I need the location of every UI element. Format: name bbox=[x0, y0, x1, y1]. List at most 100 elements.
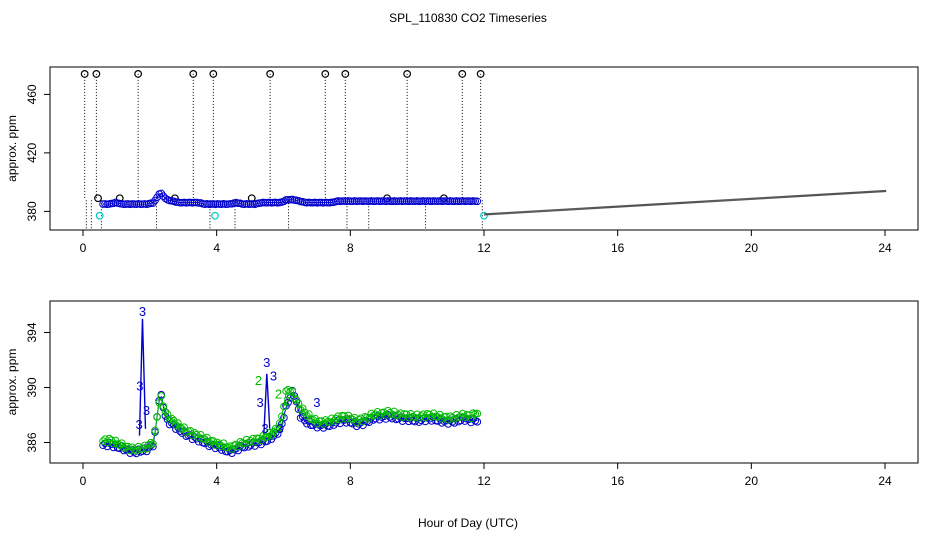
trend-point bbox=[605, 206, 607, 209]
trend-point bbox=[786, 195, 788, 198]
trend-point bbox=[727, 199, 729, 202]
trend-point bbox=[625, 205, 627, 208]
trend-point bbox=[790, 195, 792, 198]
trend-point bbox=[668, 202, 670, 205]
trend-point bbox=[746, 197, 748, 201]
trend-point bbox=[670, 202, 672, 205]
x-tick-label: 20 bbox=[745, 241, 759, 255]
trend-point bbox=[711, 200, 713, 203]
trend-point bbox=[589, 207, 591, 210]
trend-point bbox=[702, 200, 704, 203]
trend-point bbox=[714, 199, 716, 203]
trend-point bbox=[829, 193, 832, 196]
trend-point bbox=[762, 197, 764, 200]
trend-point bbox=[677, 202, 679, 205]
trend-point bbox=[756, 197, 758, 200]
trend-point bbox=[607, 206, 609, 209]
point-annotation: 2 bbox=[255, 373, 262, 388]
trend-point bbox=[643, 204, 645, 207]
point-annotation: 2 bbox=[283, 393, 290, 408]
trend-point bbox=[778, 196, 780, 199]
trend-point bbox=[494, 212, 496, 215]
trend-point bbox=[640, 204, 642, 207]
trend-point bbox=[590, 207, 592, 210]
trend-point bbox=[664, 202, 666, 205]
trend-point bbox=[697, 200, 699, 204]
trend-point bbox=[780, 195, 782, 199]
trend-point bbox=[874, 190, 877, 193]
trend-point bbox=[546, 209, 548, 212]
trend-point bbox=[549, 209, 551, 212]
trend-point bbox=[810, 194, 813, 197]
trend-point bbox=[530, 210, 532, 213]
trend-point bbox=[732, 198, 734, 201]
data-point bbox=[219, 439, 228, 448]
x-tick-label: 12 bbox=[477, 241, 491, 255]
trend-point bbox=[533, 210, 535, 213]
data-point bbox=[480, 211, 488, 220]
trend-point bbox=[869, 190, 872, 193]
data-point bbox=[99, 437, 107, 445]
trend-point bbox=[622, 205, 624, 208]
trend-point bbox=[741, 198, 743, 201]
trend-point bbox=[538, 210, 540, 213]
data-point bbox=[305, 410, 313, 418]
trend-point bbox=[795, 195, 797, 198]
trend-point bbox=[693, 201, 695, 204]
trend-point bbox=[547, 209, 549, 212]
trend-point bbox=[864, 191, 867, 194]
trend-point bbox=[852, 191, 855, 194]
trend-point bbox=[663, 202, 665, 206]
trend-point bbox=[612, 205, 614, 209]
trend-point bbox=[657, 203, 659, 206]
trend-point bbox=[676, 202, 678, 205]
trend-point bbox=[608, 206, 610, 209]
trend-point bbox=[635, 204, 637, 207]
trend-point bbox=[776, 196, 778, 199]
data-point bbox=[149, 440, 157, 448]
trend-point bbox=[725, 199, 727, 202]
trend-point bbox=[814, 194, 817, 197]
trend-point bbox=[845, 192, 848, 195]
x-tick-label: 0 bbox=[80, 241, 87, 255]
trend-point bbox=[652, 203, 654, 206]
trend-point bbox=[528, 210, 530, 213]
trend-point bbox=[801, 194, 803, 197]
data-point bbox=[165, 415, 174, 424]
data-point bbox=[359, 421, 367, 430]
data-point bbox=[147, 438, 155, 447]
trend-point bbox=[499, 212, 501, 215]
data-point bbox=[247, 194, 256, 203]
data-point bbox=[142, 444, 151, 453]
data-point bbox=[298, 412, 307, 421]
trend-point bbox=[685, 201, 687, 204]
trend-point bbox=[505, 212, 507, 215]
trend-point bbox=[688, 201, 690, 204]
trend-point bbox=[507, 211, 509, 215]
data-point bbox=[296, 405, 305, 414]
data-point bbox=[205, 438, 213, 446]
x-tick-label: 24 bbox=[878, 241, 892, 255]
data-point bbox=[403, 70, 412, 78]
trend-point bbox=[550, 209, 552, 212]
trend-point bbox=[724, 199, 726, 202]
data-point bbox=[92, 70, 101, 78]
trend-point bbox=[526, 210, 528, 214]
trend-point bbox=[841, 192, 844, 195]
trend-point bbox=[713, 199, 715, 203]
trend-point bbox=[491, 212, 493, 216]
trend-point bbox=[661, 202, 663, 206]
trend-point bbox=[815, 193, 818, 197]
trend-point bbox=[785, 195, 787, 198]
trend-point bbox=[642, 204, 644, 207]
trend-point bbox=[740, 198, 742, 201]
trend-point bbox=[515, 211, 517, 214]
trend-point bbox=[633, 204, 635, 207]
trend-point bbox=[588, 207, 590, 210]
trend-point bbox=[541, 209, 543, 213]
trend-point bbox=[616, 205, 618, 208]
trend-point bbox=[537, 210, 539, 213]
trend-point bbox=[575, 207, 577, 211]
trend-point bbox=[551, 209, 553, 212]
